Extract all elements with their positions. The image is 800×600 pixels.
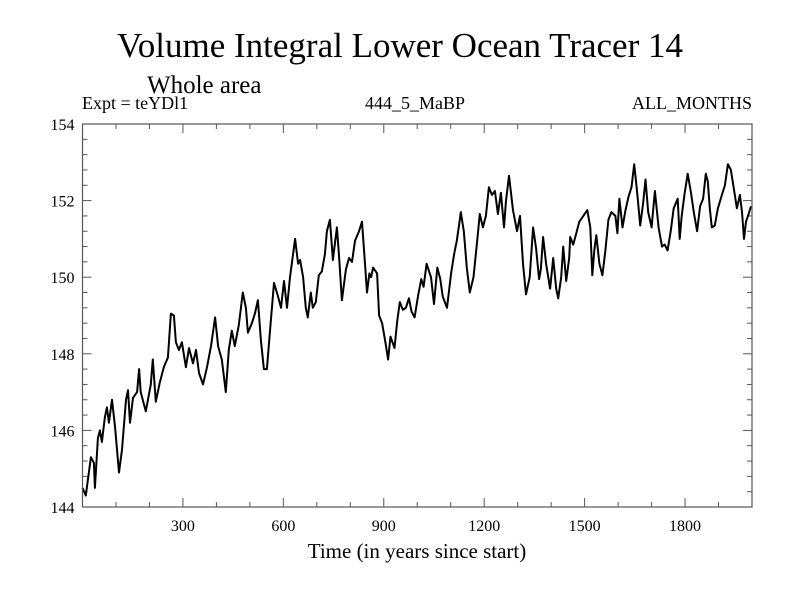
x-tick-label: 600 — [271, 518, 295, 535]
chart-subtitle: Whole area — [147, 72, 262, 99]
y-tick-label: 152 — [51, 194, 75, 211]
x-tick-label: 1200 — [468, 518, 500, 535]
y-tick-label: 148 — [51, 347, 75, 364]
y-tick-labels: 144 146 148 150 152 154 — [51, 117, 75, 517]
series-line — [81, 163, 752, 497]
x-tick-label: 1800 — [669, 518, 701, 535]
plot-frame — [81, 123, 753, 508]
y-tick-label: 150 — [51, 270, 75, 287]
series-group — [81, 163, 752, 497]
chart-title: Volume Integral Lower Ocean Tracer 14 — [117, 26, 683, 65]
period-label: 444_5_MaBP — [365, 93, 466, 113]
x-tick-labels: 300 600 900 1200 1500 1800 — [171, 518, 701, 535]
y-tick-label: 144 — [51, 500, 75, 517]
months-label: ALL_MONTHS — [632, 93, 752, 113]
y-tick-label: 146 — [51, 423, 75, 440]
x-axis-title: Time (in years since start) — [307, 539, 527, 563]
x-tick-label: 300 — [171, 518, 195, 535]
experiment-label: Expt = teYDl1 — [82, 93, 189, 113]
y-tick-label: 154 — [51, 117, 75, 134]
x-tick-label: 1500 — [569, 518, 601, 535]
axis-ticks — [82, 124, 752, 507]
x-tick-label: 900 — [372, 518, 396, 535]
